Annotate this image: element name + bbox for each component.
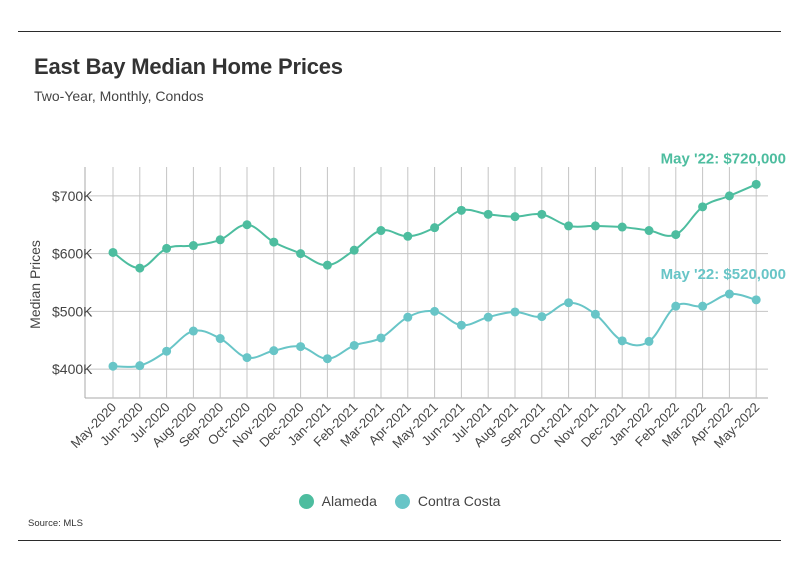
- point-alameda-sep-2020: [215, 235, 225, 245]
- point-alameda-aug-2021: [510, 212, 520, 222]
- point-contra-costa-dec-2020: [296, 342, 306, 352]
- point-contra-costa-oct-2020: [242, 353, 252, 363]
- y-tick-label-500k: $500K: [52, 303, 93, 319]
- point-alameda-mar-2021: [376, 226, 386, 236]
- point-alameda-jun-2020: [135, 263, 145, 273]
- point-alameda-feb-2022: [671, 230, 681, 240]
- point-contra-costa-feb-2022: [671, 301, 681, 311]
- point-contra-costa-dec-2021: [617, 336, 627, 346]
- y-tick-label-400k: $400K: [52, 361, 93, 377]
- point-contra-costa-nov-2021: [590, 309, 600, 319]
- point-alameda-oct-2021: [564, 221, 574, 231]
- chart-title: East Bay Median Home Prices: [34, 54, 343, 79]
- point-alameda-dec-2020: [296, 249, 306, 259]
- point-alameda-aug-2020: [188, 241, 198, 251]
- point-contra-costa-feb-2021: [349, 340, 359, 350]
- annotation-contra-costa: May '22: $520,000: [661, 266, 786, 283]
- legend-item-contra-costa[interactable]: Contra Costa: [394, 493, 501, 509]
- point-alameda-sep-2021: [537, 209, 547, 219]
- point-alameda-jun-2021: [456, 205, 466, 215]
- point-contra-costa-apr-2021: [403, 312, 413, 322]
- point-contra-costa-aug-2021: [510, 307, 520, 317]
- point-alameda-jul-2021: [483, 209, 493, 219]
- point-contra-costa-sep-2020: [215, 334, 225, 344]
- point-contra-costa-oct-2021: [564, 298, 574, 308]
- point-alameda-may-2020: [108, 247, 118, 257]
- point-alameda-apr-2022: [724, 191, 734, 201]
- legend-label-alameda: Alameda: [321, 493, 377, 509]
- legend-item-alameda[interactable]: Alameda: [298, 493, 377, 509]
- y-axis-title: Median Prices: [27, 240, 43, 329]
- legend: Alameda Contra Costa: [0, 493, 799, 509]
- point-contra-costa-jul-2021: [483, 312, 493, 322]
- point-alameda-dec-2021: [617, 222, 627, 232]
- point-contra-costa-mar-2022: [698, 301, 708, 311]
- point-contra-costa-may-2022: [751, 295, 761, 305]
- source-note: Source: MLS: [28, 518, 83, 529]
- legend-swatch-contra-costa: [394, 493, 410, 509]
- point-contra-costa-may-2021: [430, 306, 440, 316]
- point-alameda-mar-2022: [698, 202, 708, 212]
- top-rule: [18, 31, 781, 32]
- point-contra-costa-jan-2021: [322, 354, 332, 364]
- point-alameda-nov-2020: [269, 237, 279, 247]
- legend-swatch-alameda: [298, 493, 314, 509]
- point-contra-costa-jun-2021: [456, 320, 466, 330]
- legend-label-contra-costa: Contra Costa: [417, 493, 501, 509]
- point-alameda-feb-2021: [349, 245, 359, 255]
- point-contra-costa-jul-2020: [162, 346, 172, 356]
- point-contra-costa-may-2020: [108, 361, 118, 371]
- point-alameda-may-2022: [751, 179, 761, 189]
- point-alameda-jan-2021: [322, 260, 332, 270]
- point-contra-costa-jan-2022: [644, 336, 654, 346]
- point-contra-costa-sep-2021: [537, 312, 547, 322]
- point-alameda-jul-2020: [162, 243, 172, 253]
- point-alameda-nov-2021: [590, 221, 600, 231]
- point-alameda-apr-2021: [403, 231, 413, 241]
- point-contra-costa-apr-2022: [724, 289, 734, 299]
- point-alameda-oct-2020: [242, 220, 252, 230]
- bottom-rule: [18, 540, 781, 541]
- y-tick-label-700k: $700K: [52, 188, 93, 204]
- point-contra-costa-aug-2020: [188, 326, 198, 336]
- y-tick-label-600k: $600K: [52, 246, 93, 262]
- annotation-alameda: May '22: $720,000: [661, 150, 786, 167]
- point-contra-costa-jun-2020: [135, 361, 145, 371]
- point-contra-costa-nov-2020: [269, 346, 279, 356]
- point-alameda-may-2021: [430, 223, 440, 233]
- chart-subtitle: Two-Year, Monthly, Condos: [34, 88, 204, 104]
- point-contra-costa-mar-2021: [376, 333, 386, 343]
- point-alameda-jan-2022: [644, 226, 654, 236]
